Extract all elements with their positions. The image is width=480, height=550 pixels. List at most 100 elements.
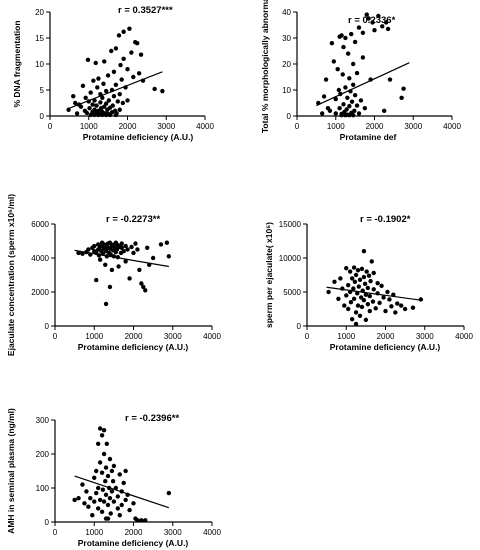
- data-point: [143, 288, 148, 293]
- data-point: [120, 100, 126, 106]
- data-point: [94, 103, 99, 108]
- data-point: [99, 433, 105, 438]
- data-point: [108, 511, 113, 516]
- data-point: [352, 108, 357, 114]
- x-tick-label: 4000: [203, 332, 221, 341]
- correlation-annotation: r = -0.2396**: [125, 413, 179, 424]
- data-point: [100, 112, 105, 118]
- x-tick-label: 1000: [80, 122, 98, 131]
- x-tick-label: 0: [53, 528, 58, 537]
- x-tick-label: 3000: [416, 332, 434, 341]
- data-point: [360, 55, 366, 60]
- y-tick-label: 5000: [283, 288, 301, 297]
- data-point: [326, 289, 331, 295]
- data-point: [343, 35, 348, 41]
- data-point: [87, 106, 92, 111]
- data-point: [105, 73, 111, 78]
- y-tick-label: 0: [45, 518, 50, 527]
- data-point: [319, 111, 325, 116]
- data-point: [88, 112, 93, 118]
- y-tick-label: 2000: [31, 288, 49, 297]
- y-tick-label: 10: [35, 60, 44, 69]
- data-point: [88, 496, 93, 501]
- y-axis-title: Total % morphologically abnormal: [260, 0, 270, 133]
- x-tick-label: 4000: [203, 528, 221, 537]
- data-point: [385, 26, 391, 32]
- x-tick-label: 1000: [337, 332, 355, 341]
- data-point: [164, 240, 170, 245]
- x-tick-label: 4000: [196, 122, 214, 131]
- data-point: [358, 98, 364, 103]
- data-point: [116, 33, 122, 38]
- data-point: [104, 441, 110, 446]
- data-point: [365, 302, 371, 307]
- data-point: [158, 242, 164, 247]
- data-point: [71, 94, 76, 99]
- y-tick-label: 4000: [31, 254, 49, 263]
- data-point: [355, 303, 361, 308]
- data-point: [134, 41, 140, 46]
- y-tick-label: 15000: [279, 220, 302, 229]
- data-point: [97, 497, 103, 503]
- data-point: [109, 48, 114, 54]
- data-point: [364, 269, 369, 274]
- data-point: [381, 108, 387, 114]
- data-point: [341, 44, 346, 50]
- data-point: [103, 101, 109, 106]
- data-point: [359, 266, 365, 272]
- data-point: [371, 287, 376, 292]
- data-point: [376, 13, 381, 19]
- data-point: [373, 306, 378, 311]
- y-tick-label: 20: [35, 8, 44, 17]
- data-point: [395, 301, 400, 306]
- data-point: [129, 50, 134, 55]
- data-point: [349, 31, 354, 37]
- data-point: [354, 70, 360, 76]
- data-point: [97, 460, 103, 465]
- y-tick-label: 200: [36, 450, 50, 459]
- y-tick-label: 10000: [279, 254, 302, 263]
- data-point: [99, 509, 105, 514]
- x-tick-label: 1000: [85, 528, 103, 537]
- data-point: [101, 81, 106, 86]
- data-point: [379, 283, 384, 289]
- data-point: [347, 113, 352, 118]
- regression-line: [316, 62, 410, 107]
- data-point: [150, 255, 156, 261]
- data-point: [129, 244, 134, 250]
- y-tick-label: 5: [40, 86, 45, 95]
- data-point: [92, 243, 97, 249]
- data-point: [338, 276, 343, 281]
- data-point: [78, 104, 84, 109]
- data-point: [127, 276, 132, 281]
- data-point: [343, 85, 348, 90]
- x-tick-label: 4000: [455, 332, 473, 341]
- data-point: [141, 284, 146, 290]
- data-point: [116, 264, 121, 269]
- data-point: [131, 250, 136, 256]
- data-point: [341, 102, 346, 107]
- data-point: [72, 497, 77, 503]
- data-point: [137, 267, 142, 273]
- data-point: [364, 12, 369, 17]
- x-tick-label: 3000: [404, 122, 422, 131]
- data-point: [99, 470, 105, 475]
- data-point: [111, 499, 117, 504]
- correlation-annotation: r = -0.1902*: [360, 214, 411, 225]
- y-tick-label: 100: [36, 484, 50, 493]
- data-point: [363, 292, 369, 297]
- data-point: [92, 112, 97, 118]
- data-point: [363, 317, 369, 323]
- correlation-annotation: r = -0.2273**: [106, 214, 160, 225]
- data-point: [350, 61, 356, 67]
- data-point: [393, 310, 398, 315]
- data-point: [101, 451, 107, 457]
- data-point: [356, 284, 362, 289]
- data-point: [88, 90, 93, 95]
- data-point: [333, 96, 338, 102]
- y-tick-label: 20: [282, 60, 291, 69]
- data-point: [332, 279, 337, 284]
- data-point: [107, 284, 113, 290]
- regression-line: [74, 249, 169, 268]
- chart-panel-2: 0 1000 2000 3000 4000 0 10 20 30 40 r = 0.2336* Pro…: [260, 0, 461, 142]
